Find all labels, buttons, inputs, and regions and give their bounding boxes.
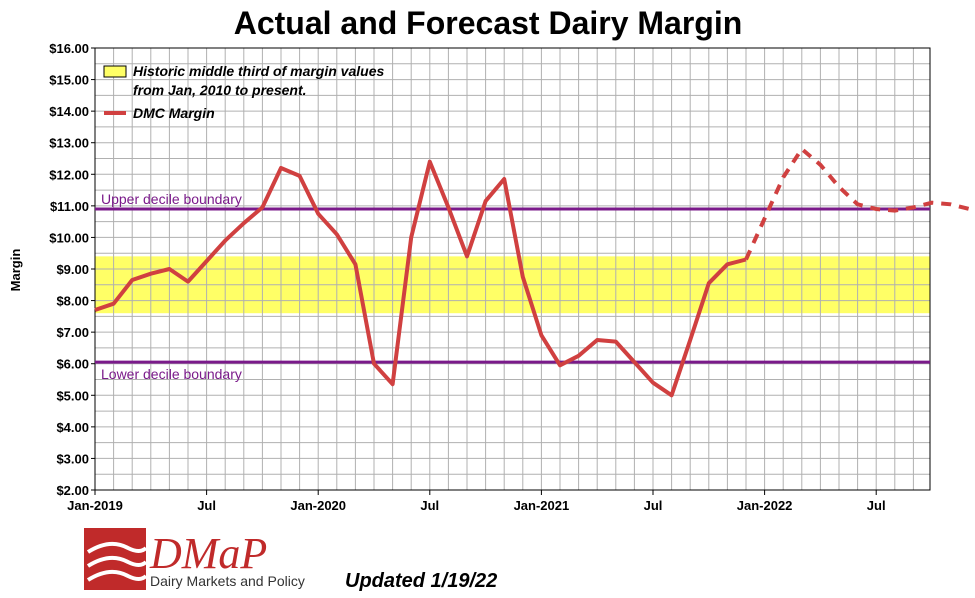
y-tick-label: $12.00 [49,167,89,182]
logo-wave-2 [86,555,148,568]
legend-band-label-line1: Historic middle third of margin values [133,63,384,79]
plot-area: Upper decile boundary Lower decile bound… [94,47,970,491]
y-tick-label: $2.00 [56,483,89,498]
logo-name: DMaP [149,529,267,578]
y-axis-label: Margin [8,249,23,292]
x-tick-label: Jul [867,498,886,513]
legend-band-label-line2: from Jan, 2010 to present. [133,82,307,98]
x-tick-label: Jan-2022 [737,498,793,513]
y-tick-label: $13.00 [49,136,89,151]
y-tick-label: $4.00 [56,420,89,435]
lower-decile-label: Lower decile boundary [101,366,242,382]
logo-subtitle: Dairy Markets and Policy [150,573,305,589]
dmap-logo: DMaP Dairy Markets and Policy [84,528,305,590]
upper-decile-label: Upper decile boundary [101,191,242,207]
grid [94,47,930,491]
y-axis-ticks: $2.00 $3.00 $4.00 $5.00 $6.00 $7.00 $8.00 $9.00… [49,41,95,498]
legend-series-label: DMC Margin [133,105,215,121]
dmc-margin-forecast-line [744,146,970,261]
dmc-margin-actual-line [94,159,747,398]
chart-title: Actual and Forecast Dairy Margin [234,5,743,41]
x-tick-label: Jan-2019 [67,498,123,513]
y-tick-label: $10.00 [49,230,89,245]
y-tick-label: $6.00 [56,357,89,372]
x-tick-label: Jul [420,498,439,513]
y-tick-label: $15.00 [49,73,89,88]
x-tick-label: Jan-2021 [514,498,570,513]
y-tick-label: $16.00 [49,41,89,56]
logo-wave-1 [86,541,148,554]
x-tick-label: Jul [644,498,663,513]
x-tick-label: Jan-2020 [290,498,346,513]
y-tick-label: $14.00 [49,104,89,119]
y-tick-label: $7.00 [56,325,89,340]
y-tick-label: $8.00 [56,294,89,309]
y-tick-label: $9.00 [56,262,89,277]
y-tick-label: $11.00 [50,199,89,214]
legend-band-swatch [103,65,127,78]
legend: Historic middle third of margin values f… [103,63,384,121]
y-tick-label: $3.00 [56,451,89,466]
x-tick-label: Jul [197,498,216,513]
logo-wave-3 [86,569,148,582]
updated-date: Updated 1/19/22 [345,570,497,592]
y-tick-label: $5.00 [56,388,89,403]
x-axis-ticks: Jan-2019 Jul Jan-2020 Jul Jan-2021 Jul Jan-202… [67,490,886,513]
